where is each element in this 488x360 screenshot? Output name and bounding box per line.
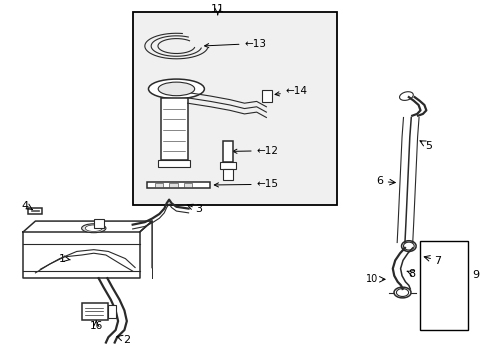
Text: 4: 4 — [21, 201, 28, 211]
Bar — [222, 141, 233, 162]
Bar — [94, 219, 104, 228]
Text: ←15: ←15 — [214, 179, 278, 189]
Bar — [158, 160, 190, 167]
Text: 1: 1 — [59, 253, 65, 264]
Bar — [132, 12, 336, 205]
Bar — [28, 208, 41, 214]
Ellipse shape — [148, 79, 204, 99]
Text: 10: 10 — [365, 274, 377, 284]
Text: 5: 5 — [424, 141, 431, 151]
Bar — [147, 182, 210, 188]
Text: 2: 2 — [123, 335, 130, 345]
Text: 11: 11 — [210, 4, 224, 14]
Ellipse shape — [85, 225, 102, 231]
Bar — [220, 162, 235, 169]
Text: 16: 16 — [89, 321, 102, 332]
Text: 9: 9 — [471, 270, 478, 280]
Text: 6: 6 — [375, 176, 383, 186]
Text: 7: 7 — [433, 256, 441, 266]
Text: 3: 3 — [194, 204, 202, 214]
Ellipse shape — [81, 224, 106, 233]
Bar — [222, 169, 233, 180]
Bar — [108, 305, 116, 318]
Bar — [161, 98, 187, 160]
Ellipse shape — [158, 82, 194, 96]
Bar — [261, 90, 272, 103]
Bar — [419, 241, 467, 330]
Bar — [154, 183, 163, 187]
Bar — [81, 303, 108, 320]
Text: ←14: ←14 — [275, 86, 307, 96]
Bar — [183, 183, 192, 187]
Text: ←12: ←12 — [232, 146, 278, 156]
Bar — [169, 183, 178, 187]
Text: 8: 8 — [408, 269, 415, 279]
Text: ←13: ←13 — [204, 39, 266, 49]
